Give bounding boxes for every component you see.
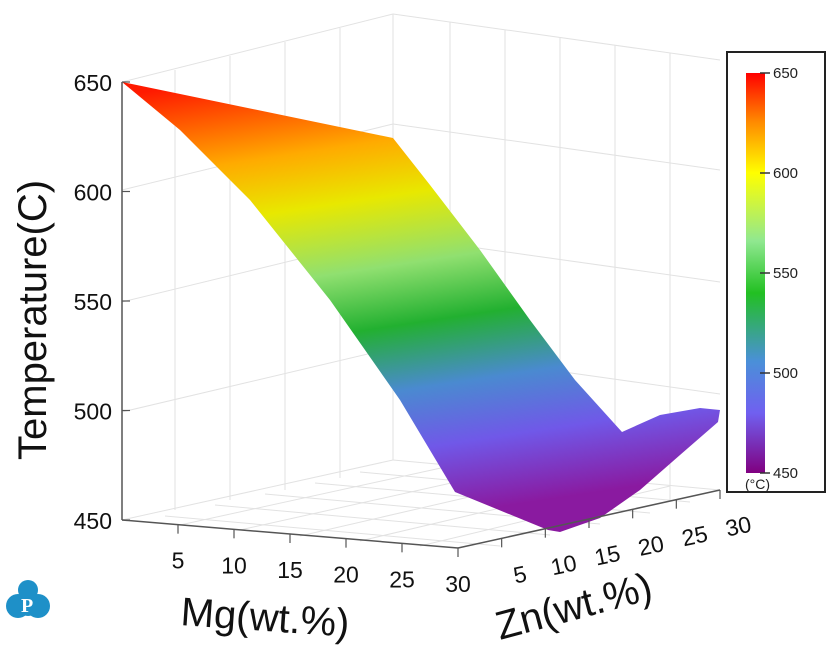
svg-text:P: P <box>21 595 33 617</box>
colorbar-tick-label: 450 <box>773 465 798 482</box>
mg-tick-label: 5 <box>172 548 185 574</box>
zn-tick-label: 20 <box>636 530 666 561</box>
zn-tick-label: 25 <box>679 520 709 551</box>
z-tick-labels: 450 500 550 600 650 <box>74 70 112 534</box>
z-tick-label: 500 <box>74 399 112 425</box>
zn-tick-labels: 5 10 15 20 25 30 <box>511 511 754 589</box>
z-tick-label: 650 <box>74 70 112 96</box>
colorbar-tick-label: 650 <box>773 65 798 82</box>
zn-tick-label: 5 <box>511 560 529 588</box>
colorbar-tick-label: 500 <box>773 365 798 382</box>
colorbar-unit: (°C) <box>745 476 770 492</box>
mg-tick-label: 30 <box>445 571 471 597</box>
z-axis-label: Temperature(C) <box>11 180 55 460</box>
colorbar-tick-label: 600 <box>773 165 798 182</box>
zn-tick-label: 10 <box>548 549 578 580</box>
colorbar: 650 600 550 500 450 (°C) <box>726 51 826 493</box>
colorbar-tick-label: 550 <box>773 265 798 282</box>
mg-tick-label: 15 <box>277 557 303 583</box>
colorbar-frame <box>726 51 826 493</box>
temperature-surface <box>122 82 720 532</box>
zn-tick-label: 30 <box>723 511 753 542</box>
tick-marks <box>122 81 721 557</box>
mg-tick-label: 20 <box>333 562 359 588</box>
x-axis-label: Mg(wt.%) <box>179 590 351 646</box>
mg-tick-label: 25 <box>389 566 415 592</box>
z-tick-label: 600 <box>74 180 112 206</box>
z-tick-label: 550 <box>74 289 112 315</box>
zn-tick-label: 15 <box>592 540 622 571</box>
logo-icon: P <box>6 580 50 618</box>
mg-tick-labels: 5 10 15 20 25 30 <box>172 548 471 597</box>
mg-tick-label: 10 <box>221 552 247 578</box>
z-tick-label: 450 <box>74 508 112 534</box>
